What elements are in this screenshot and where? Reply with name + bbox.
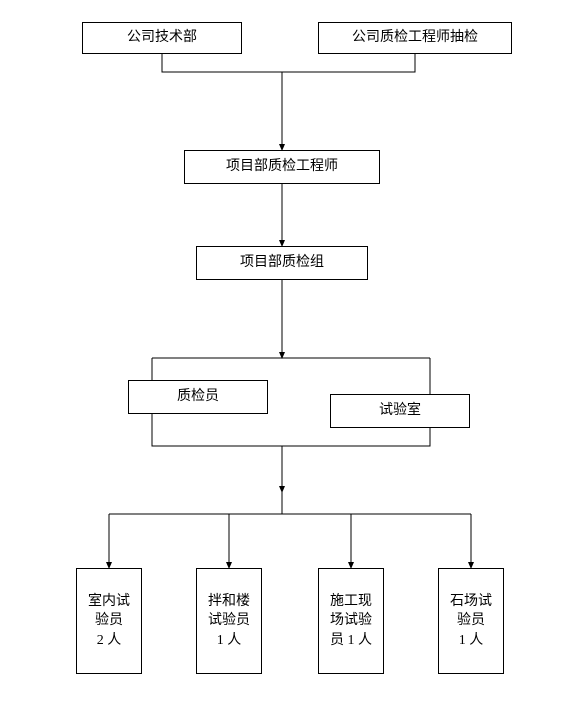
node-label: 项目部质检组 [240, 253, 324, 273]
node-site-tester: 施工现 场试验 员 1 人 [318, 568, 384, 674]
node-indoor-tester: 室内试 验员 2 人 [76, 568, 142, 674]
node-label: 施工现 场试验 员 1 人 [330, 592, 372, 651]
node-inspector: 质检员 [128, 380, 268, 414]
node-label: 石场试 验员 1 人 [450, 592, 492, 651]
node-label: 项目部质检工程师 [226, 157, 338, 177]
node-company-inspection: 公司质检工程师抽检 [318, 22, 512, 54]
node-project-engineer: 项目部质检工程师 [184, 150, 380, 184]
node-company-tech: 公司技术部 [82, 22, 242, 54]
node-quarry-tester: 石场试 验员 1 人 [438, 568, 504, 674]
node-project-group: 项目部质检组 [196, 246, 368, 280]
node-mixing-tester: 拌和楼 试验员 1 人 [196, 568, 262, 674]
node-label: 试验室 [379, 401, 421, 421]
node-label: 公司技术部 [127, 28, 197, 48]
node-label: 室内试 验员 2 人 [88, 592, 130, 651]
node-label: 拌和楼 试验员 1 人 [208, 592, 250, 651]
node-label: 质检员 [177, 387, 219, 407]
node-label: 公司质检工程师抽检 [352, 28, 478, 48]
node-lab: 试验室 [330, 394, 470, 428]
